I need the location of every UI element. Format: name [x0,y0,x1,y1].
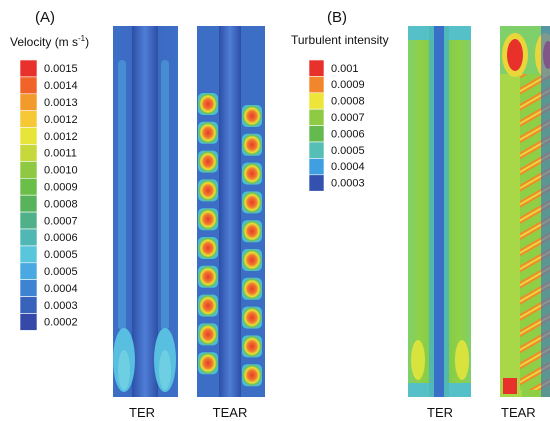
turbulence-legend-value: 0.0008 [331,96,365,108]
vortex-cell [198,323,218,346]
velocity-legend-value: 0.0014 [44,80,78,92]
vortex-cell [242,220,262,243]
vortex-cell [198,294,218,317]
turbulence-legend-swatch [308,59,325,77]
velocity-legend-value: 0.0013 [44,97,78,109]
turbulence-legend-swatch [308,158,325,176]
velocity-legend-swatch [19,144,38,162]
velocity-legend-swatch [19,313,38,331]
turbulence-legend-value: 0.0005 [331,145,365,157]
vortex-cell [242,105,262,127]
velocity-legend-value: 0.0004 [44,283,78,295]
velocity-tear-caption: TEAR [213,405,248,420]
velocity-legend-value: 0.0006 [44,232,78,244]
vortex-cell [242,277,262,300]
velocity-legend-swatch [19,228,38,247]
turbulence-legend-value: 0.0004 [331,161,365,173]
velocity-legend-swatch [19,245,38,264]
turbulence-legend-swatch [308,76,325,94]
velocity-tear-column [197,26,265,397]
vortex-cell [198,237,218,259]
vortex-cell [242,133,262,156]
velocity-legend-value: 0.0012 [44,131,78,143]
velocity-legend-swatch [19,76,38,95]
velocity-legend-value: 0.0011 [44,148,77,160]
vortex-cell [242,162,262,185]
velocity-legend-title: Velocity (m s-1) [10,34,89,49]
velocity-legend-value: 0.0007 [44,215,78,227]
vortex-cell [242,335,262,358]
turbulence-legend-title: Turbulent intensity [291,33,389,47]
velocity-ter-column [113,26,178,397]
vortex-cell [242,306,262,329]
turbulence-legend-swatch [308,125,325,143]
vortex-cell [198,179,218,202]
panel-a-label: (A) [35,9,55,26]
vortex-cell [242,364,262,387]
turbulence-legend-swatch [308,141,325,159]
turbulence-legend-swatch [308,174,325,192]
vortex-cell [198,265,218,288]
turbulence-legend-swatch [308,92,325,110]
velocity-legend-value: 0.0002 [44,317,78,329]
velocity-legend-value: 0.0009 [44,181,78,193]
turbulence-legend-value: 0.0003 [331,178,365,190]
velocity-legend-value: 0.0012 [44,114,78,126]
vortex-cell [198,93,218,115]
velocity-legend-swatch [19,194,38,213]
velocity-legend-swatch [19,211,38,230]
turbulence-legend-value: 0.0009 [331,79,365,91]
velocity-legend-swatch [19,262,38,280]
turbulence-legend-value: 0.0007 [331,112,365,124]
vortex-cell [198,352,218,375]
velocity-legend-value: 0.0003 [44,300,78,312]
vortex-cell [198,121,218,144]
velocity-legend-value: 0.0005 [44,249,78,261]
velocity-legend-swatch [19,178,38,196]
velocity-legend-swatch [19,161,38,179]
velocity-legend-swatch [19,110,38,128]
panel-b-label: (B) [327,9,347,26]
vortex-cell [198,208,218,231]
velocity-legend-swatch [19,127,38,145]
velocity-legend-swatch [19,93,38,112]
vortex-cell [242,249,262,271]
turbulence-legend: 0.001 0.0009 0.0008 0.0007 0.0006 0.0005 0.000… [308,59,365,192]
vortex-cell [242,191,262,214]
velocity-legend-swatch [19,296,38,314]
turbulence-tear-caption: TEAR [501,405,536,420]
velocity-legend-value: 0.0008 [44,198,78,210]
turbulence-tear-column [500,26,550,397]
turbulence-ter-caption: TER [427,405,453,420]
velocity-legend-value: 0.0015 [44,63,78,75]
velocity-ter-caption: TER [129,405,155,420]
turbulence-legend-swatch [308,108,325,126]
turbulence-legend-value: 0.0006 [331,128,365,140]
vortex-cell [198,150,218,173]
velocity-legend: 0.0015 0.0014 0.0013 0.0012 0.0012 0.0011 0.00… [19,59,78,331]
turbulence-ter-column [408,26,471,397]
velocity-legend-swatch [19,279,38,297]
turbulence-legend-value: 0.001 [331,63,359,75]
velocity-legend-value: 0.0005 [44,266,78,278]
velocity-legend-swatch [19,59,38,78]
velocity-legend-value: 0.0010 [44,165,78,177]
